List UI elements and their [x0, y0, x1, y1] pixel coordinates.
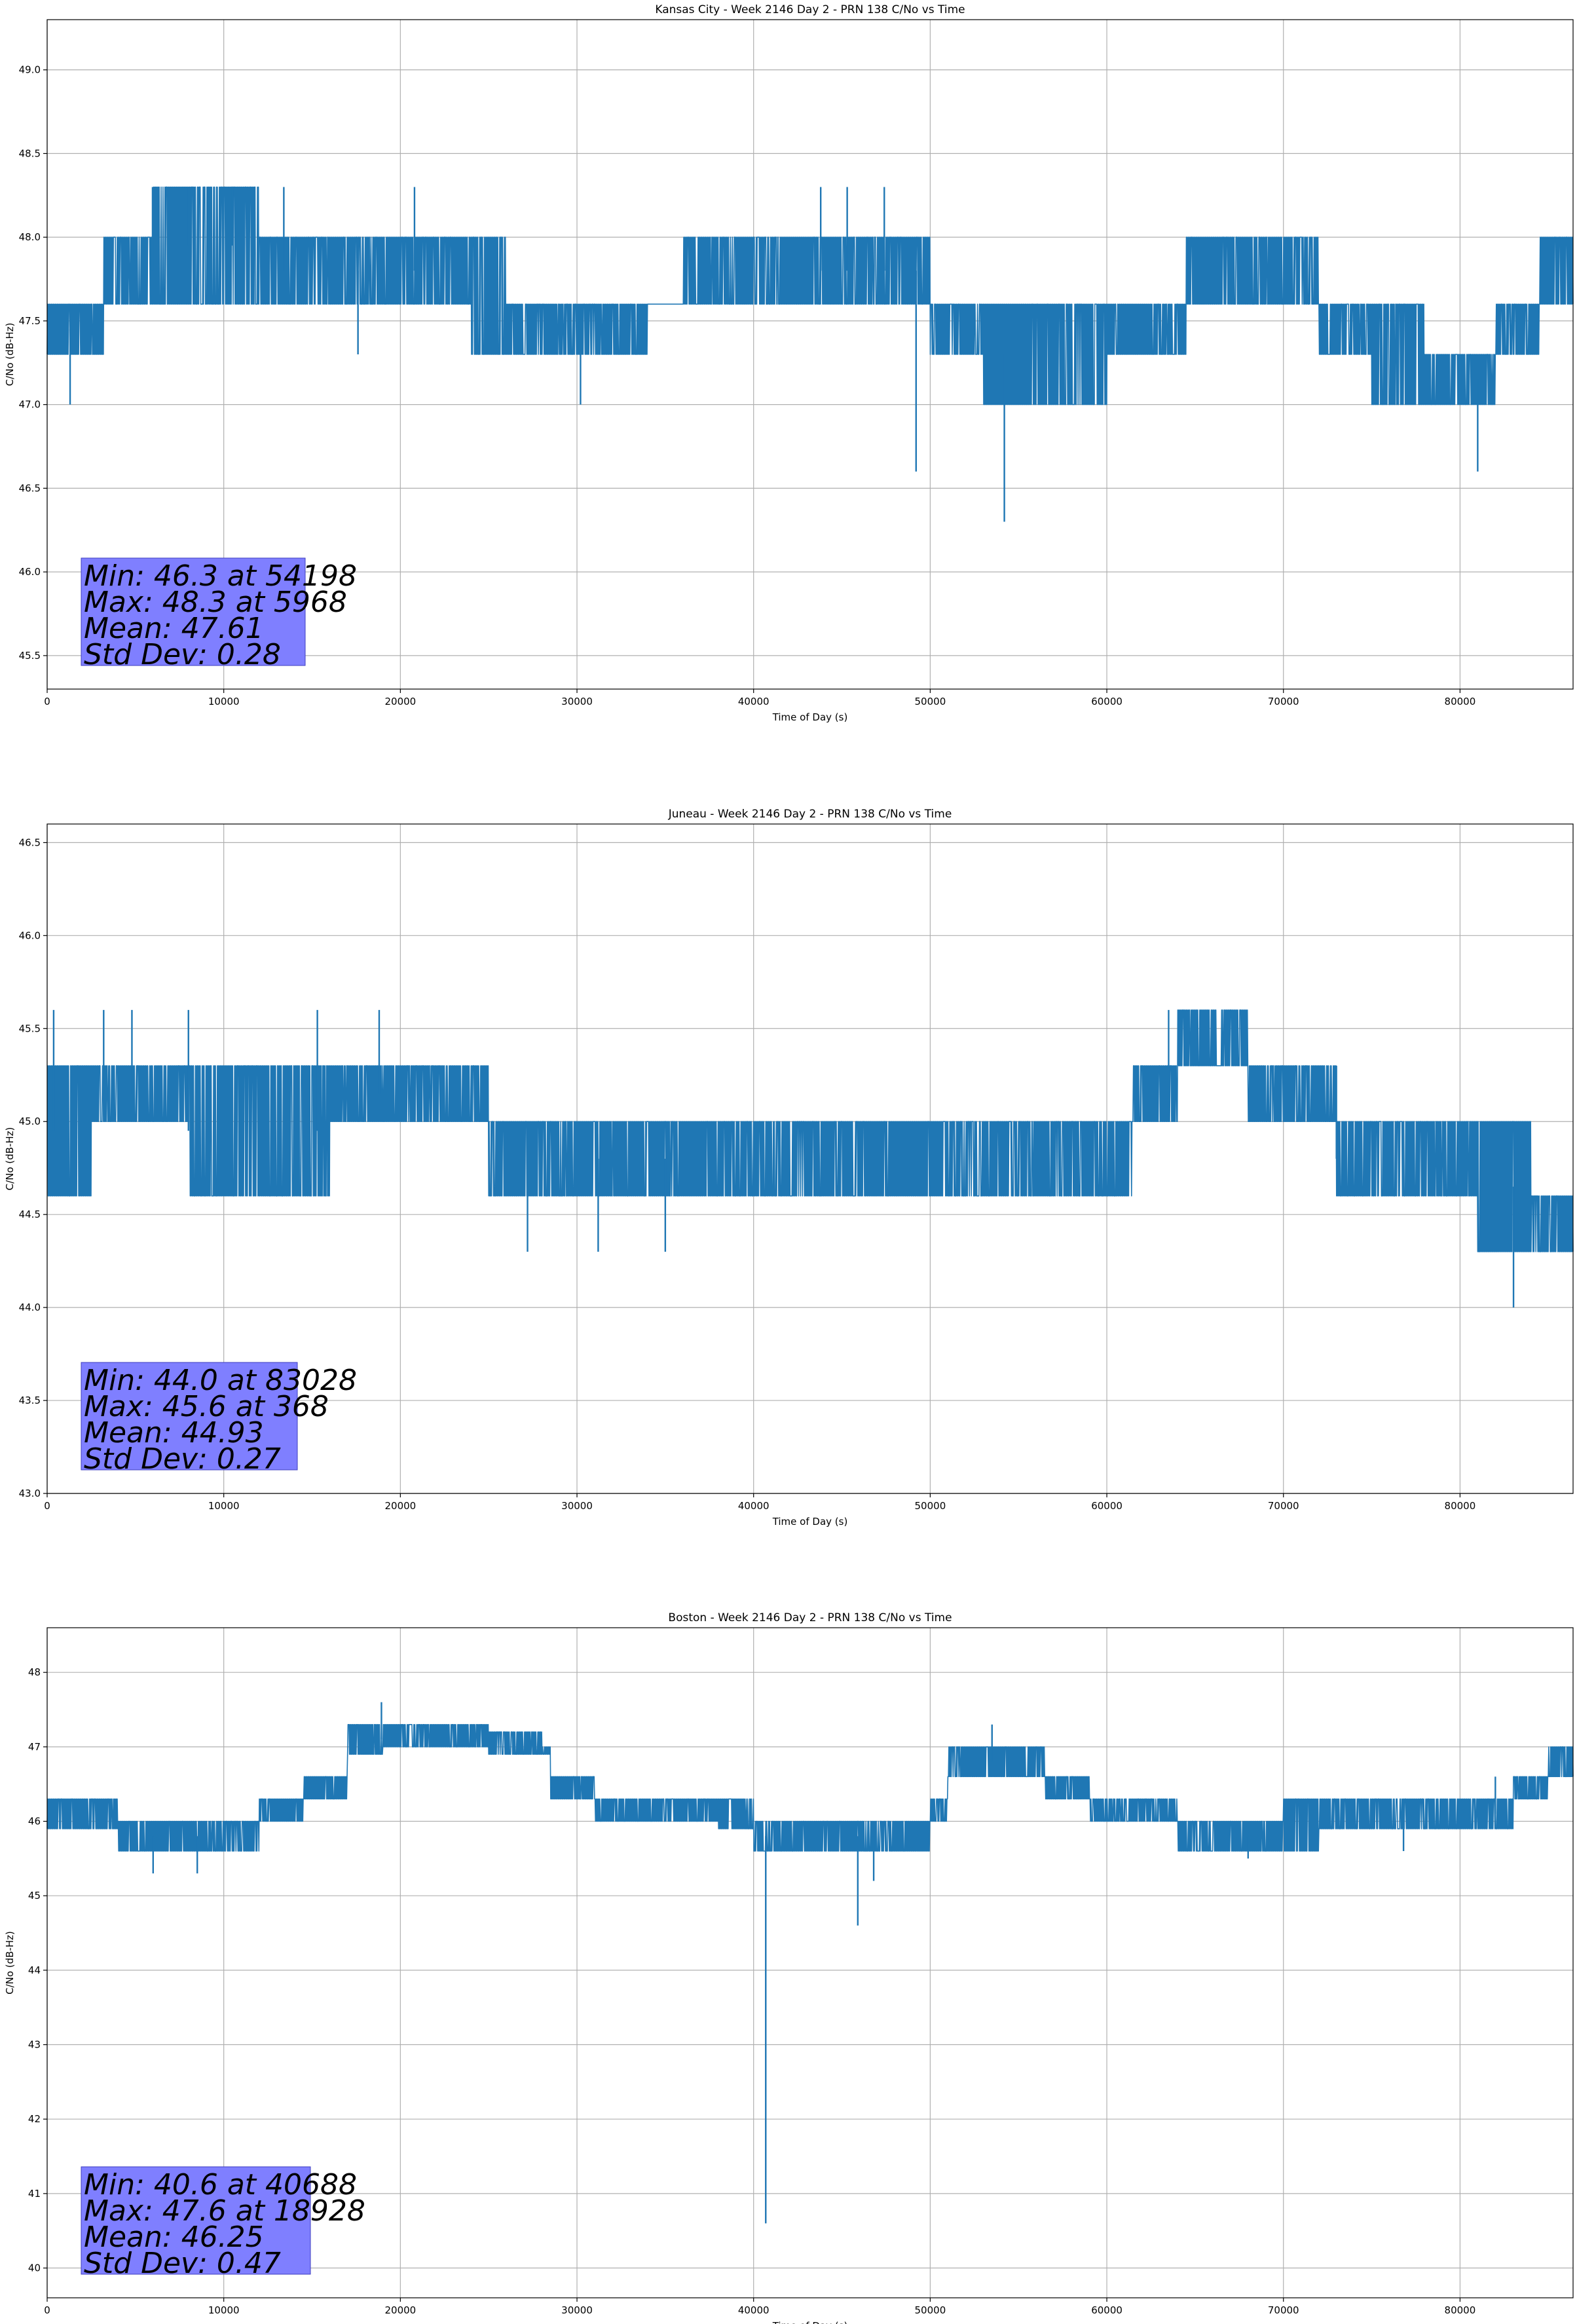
stats-line: Std Dev: 0.27 [84, 1442, 281, 1476]
x-tick-label: 70000 [1268, 1500, 1299, 1512]
x-tick-label: 0 [44, 696, 50, 707]
x-axis-label: Time of Day (s) [772, 711, 848, 723]
stats-line: Mean: 46.25 [84, 2221, 264, 2254]
chart-panel-2: 0 10000 20000 30000 40000 50000 60000 70000 8000… [4, 1611, 1574, 2324]
y-tick-label: 48.0 [19, 231, 41, 243]
chart-panel-0: 0 10000 20000 30000 40000 50000 60000 70000 8000… [4, 3, 1574, 723]
chart-panel-1: 0 10000 20000 30000 40000 50000 60000 70000 8000… [4, 808, 1574, 1527]
y-tick-label: 40 [28, 2262, 41, 2274]
x-tick-label: 10000 [208, 1500, 240, 1512]
y-tick-label: 45 [28, 1890, 41, 1902]
y-axis-label: C/No (dB-Hz) [4, 1931, 16, 1995]
y-tick-label: 46.0 [19, 929, 41, 941]
plot-frame [46, 19, 1574, 690]
x-tick-label: 60000 [1091, 696, 1122, 707]
x-axis-label: Time of Day (s) [772, 1516, 848, 1527]
x-tick-label: 80000 [1445, 2304, 1476, 2316]
y-tick-label: 49.0 [19, 64, 41, 76]
y-tick-label: 45.5 [19, 650, 41, 662]
series-line [46, 1009, 1574, 1252]
chart-title: Kansas City - Week 2146 Day 2 - PRN 138 … [655, 3, 965, 16]
y-tick-label: 48 [28, 1666, 41, 1678]
x-tick-label: 70000 [1268, 2304, 1299, 2316]
stats-box [81, 1362, 298, 1471]
x-tick-label: 20000 [384, 696, 416, 707]
stats-line: Std Dev: 0.28 [84, 638, 281, 671]
y-axis-label: C/No (dB-Hz) [4, 1127, 16, 1191]
y-tick-label: 41 [28, 2188, 41, 2200]
y-tick-label: 48.5 [19, 147, 41, 159]
y-tick-label: 44.0 [19, 1302, 41, 1313]
stats-line: Max: 45.6 at 368 [84, 1390, 329, 1423]
y-tick-label: 47.0 [19, 399, 41, 411]
chart-title: Juneau - Week 2146 Day 2 - PRN 138 C/No … [668, 808, 952, 821]
x-tick-label: 40000 [738, 1500, 770, 1512]
x-tick-label: 0 [44, 2304, 50, 2316]
y-tick-label: 46 [28, 1816, 41, 1827]
stats-box [81, 2166, 311, 2275]
y-tick-label: 47 [28, 1741, 41, 1753]
stats-box [81, 557, 306, 666]
stats-line: Mean: 44.93 [84, 1416, 264, 1450]
y-tick-label: 46.5 [19, 836, 41, 848]
plot-frame [46, 1627, 1574, 2298]
stats-line: Min: 40.6 at 40688 [84, 2168, 357, 2202]
x-tick-label: 40000 [738, 2304, 770, 2316]
x-tick-label: 60000 [1091, 1500, 1122, 1512]
series-line [46, 186, 1574, 405]
x-tick-label: 80000 [1445, 696, 1476, 707]
y-tick-label: 46.0 [19, 566, 41, 578]
stats-line: Max: 47.6 at 18928 [84, 2194, 365, 2228]
x-tick-label: 50000 [915, 2304, 946, 2316]
y-tick-label: 46.5 [19, 482, 41, 494]
x-tick-label: 20000 [384, 2304, 416, 2316]
x-tick-label: 30000 [561, 1500, 593, 1512]
x-tick-label: 60000 [1091, 2304, 1122, 2316]
y-tick-label: 47.5 [19, 315, 41, 327]
y-tick-label: 42 [28, 2113, 41, 2125]
x-tick-label: 30000 [561, 2304, 593, 2316]
x-axis-label: Time of Day (s) [772, 2320, 848, 2324]
plot-frame [46, 823, 1574, 1494]
x-tick-label: 10000 [208, 2304, 240, 2316]
stats-line: Mean: 47.61 [84, 612, 264, 645]
x-tick-label: 20000 [384, 1500, 416, 1512]
y-tick-label: 43 [28, 2039, 41, 2051]
y-tick-label: 44.5 [19, 1209, 41, 1220]
x-tick-label: 0 [44, 1500, 50, 1512]
chart-title: Boston - Week 2146 Day 2 - PRN 138 C/No … [668, 1611, 952, 1624]
series-line [46, 1724, 1574, 1852]
x-tick-label: 80000 [1445, 1500, 1476, 1512]
y-tick-label: 43.0 [19, 1488, 41, 1499]
stats-line: Min: 46.3 at 54198 [84, 559, 357, 593]
x-tick-label: 70000 [1268, 696, 1299, 707]
y-tick-label: 44 [28, 1964, 41, 1976]
x-tick-label: 30000 [561, 696, 593, 707]
x-tick-label: 40000 [738, 696, 770, 707]
y-tick-label: 45.0 [19, 1115, 41, 1127]
x-tick-label: 50000 [915, 1500, 946, 1512]
x-tick-label: 50000 [915, 696, 946, 707]
stats-line: Std Dev: 0.47 [84, 2247, 281, 2280]
y-tick-label: 45.5 [19, 1022, 41, 1034]
stats-line: Max: 48.3 at 5968 [84, 586, 347, 619]
y-tick-label: 43.5 [19, 1395, 41, 1406]
x-tick-label: 10000 [208, 696, 240, 707]
y-axis-label: C/No (dB-Hz) [4, 323, 16, 386]
stats-line: Min: 44.0 at 83028 [84, 1364, 357, 1397]
